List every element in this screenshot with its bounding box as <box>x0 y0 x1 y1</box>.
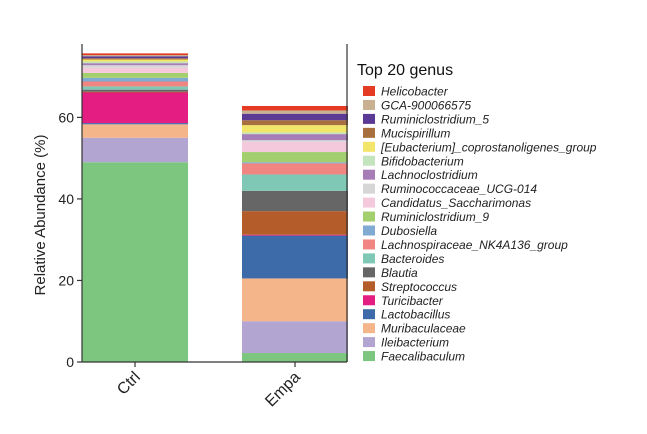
bar-segment-empa-10 <box>242 152 348 163</box>
plot-area <box>81 44 348 363</box>
bar-segment-empa-1 <box>242 321 348 354</box>
bar-segment-empa-8 <box>242 163 348 175</box>
bar-segment-empa-0 <box>242 353 348 362</box>
legend-label: Faecalibaculum <box>381 350 465 364</box>
legend-label: Helicobacter <box>381 85 449 99</box>
legend-swatch <box>363 351 375 362</box>
legend-swatch <box>363 183 375 194</box>
legend-swatch <box>363 295 375 306</box>
legend-label: Mucispirillum <box>381 126 450 140</box>
legend-label: Bifidobacterium <box>381 154 464 168</box>
legend-swatch <box>363 281 375 292</box>
bar-segment-ctrl-7 <box>82 86 188 90</box>
bar-segment-ctrl-3 <box>82 123 188 125</box>
bar-segment-ctrl-16 <box>82 58 188 60</box>
legend-swatch <box>363 99 375 110</box>
legend-label: [Eubacterium]_coprostanoligenes_group <box>380 140 597 154</box>
bar-segment-ctrl-2 <box>82 124 188 138</box>
legend-swatch <box>363 267 375 278</box>
bar-segment-ctrl-1 <box>82 137 188 163</box>
legend-label: GCA-900066575 <box>381 98 471 112</box>
legend-swatch <box>363 169 375 180</box>
bar-segment-ctrl-5 <box>82 91 188 93</box>
y-axis: 0 20 40 60 <box>58 109 82 370</box>
bar-segment-empa-17 <box>242 113 348 121</box>
legend-swatch <box>363 155 375 166</box>
bar-segment-ctrl-18 <box>82 55 188 57</box>
bar-segment-ctrl-14 <box>82 61 188 64</box>
legend-label: Lactobacillus <box>381 308 450 322</box>
legend-swatch <box>363 253 375 264</box>
legend-label: Blautia <box>381 266 418 280</box>
legend-label: Candidatus_Saccharimonas <box>381 196 531 210</box>
bar-segment-ctrl-12 <box>82 65 188 68</box>
y-tick-label: 60 <box>58 109 74 125</box>
bar-segment-ctrl-9 <box>82 77 188 82</box>
bar-segment-ctrl-0 <box>82 162 188 362</box>
legend-swatch <box>363 113 375 124</box>
bar-segment-empa-2 <box>242 278 348 322</box>
legend-label: Ruminococcaceae_UCG-014 <box>381 182 537 196</box>
bar-segment-ctrl-4 <box>82 92 188 124</box>
legend-swatch <box>363 211 375 222</box>
legend-swatch <box>363 127 375 138</box>
legend-label: Bacteroides <box>381 252 444 266</box>
legend-title: Top 20 genus <box>357 62 453 79</box>
bar-segment-ctrl-15 <box>82 59 188 62</box>
legend-label: Lachnoclostridium <box>381 168 478 182</box>
bar-segment-empa-9 <box>242 162 348 164</box>
legend-label: Ruminiclostridium_9 <box>381 210 489 224</box>
bar-segment-empa-15 <box>242 125 348 133</box>
legend-swatch <box>363 309 375 320</box>
legend-swatch <box>363 141 375 152</box>
bar-segment-ctrl-19 <box>82 53 188 56</box>
bar-segment-empa-4 <box>242 234 348 236</box>
legend-swatch <box>363 337 375 348</box>
legend-swatch <box>363 323 375 334</box>
bar-segment-empa-6 <box>242 190 348 212</box>
bar-segment-empa-3 <box>242 235 348 279</box>
bar-segment-ctrl-17 <box>82 56 188 59</box>
legend: Top 20 genus HelicobacterGCA-900066575Ru… <box>357 62 597 364</box>
y-tick-label: 20 <box>58 272 74 288</box>
y-tick-label: 40 <box>58 191 74 207</box>
x-tick-label-ctrl: Ctrl <box>114 369 144 399</box>
legend-label: Turicibacter <box>381 294 444 308</box>
bar-segment-ctrl-6 <box>82 89 188 92</box>
bar-segment-empa-14 <box>242 132 348 135</box>
bar-segment-ctrl-10 <box>82 72 188 78</box>
bar-segment-empa-19 <box>242 105 348 111</box>
legend-swatch <box>363 197 375 208</box>
x-tick-label-empa: Empa <box>262 369 304 411</box>
legend-label: Dubosiella <box>381 224 437 238</box>
bar-segment-empa-18 <box>242 110 348 114</box>
legend-label: Ileibacterium <box>381 336 449 350</box>
legend-swatch <box>363 239 375 250</box>
bar-segment-ctrl-8 <box>82 81 188 87</box>
bar-segment-empa-12 <box>242 140 348 142</box>
y-tick-label: 0 <box>66 354 74 370</box>
legend-swatch <box>363 86 375 96</box>
legend-label: Muribaculaceae <box>381 322 466 336</box>
legend-label: Ruminiclostridium_5 <box>381 112 489 126</box>
bar-segment-ctrl-13 <box>82 63 188 66</box>
bar-segment-empa-5 <box>242 211 348 235</box>
bar-segment-empa-16 <box>242 120 348 126</box>
bar-segment-empa-13 <box>242 134 348 141</box>
bar-segment-empa-7 <box>242 174 348 191</box>
bar-segment-ctrl-11 <box>82 67 188 73</box>
x-axis: Ctrl Empa <box>114 362 304 410</box>
legend-label: Lachnospiraceae_NK4A136_group <box>381 238 568 252</box>
legend-swatch <box>363 225 375 236</box>
legend-label: Streptococcus <box>381 280 457 294</box>
bar-segment-empa-11 <box>242 141 348 153</box>
y-axis-label: Relative Abundance (%) <box>32 135 49 296</box>
